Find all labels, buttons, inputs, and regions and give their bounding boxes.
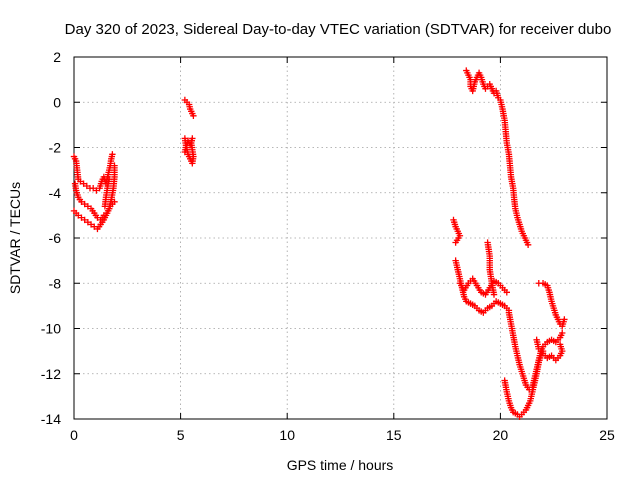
data-point bbox=[181, 148, 189, 156]
data-point bbox=[109, 151, 116, 158]
y-axis-label: SDTVAR / TECUs bbox=[7, 182, 23, 294]
y-tick-label: -10 bbox=[41, 321, 61, 337]
x-axis-label: GPS time / hours bbox=[287, 457, 394, 473]
data-point bbox=[452, 239, 459, 246]
y-tick-label: 0 bbox=[53, 94, 61, 110]
y-tick-label: -2 bbox=[49, 140, 62, 156]
y-tick-label: -8 bbox=[49, 275, 62, 291]
y-tick-label: 2 bbox=[53, 49, 61, 65]
x-tick-label: 10 bbox=[279, 427, 295, 443]
y-tick-label: -6 bbox=[49, 230, 62, 246]
y-tick-label: -4 bbox=[49, 185, 62, 201]
data-point bbox=[111, 162, 118, 169]
grid-lines bbox=[74, 57, 607, 419]
data-point bbox=[105, 175, 113, 183]
y-tick-label: -12 bbox=[41, 366, 61, 382]
data-point bbox=[524, 241, 532, 248]
x-tick-label: 20 bbox=[493, 427, 509, 443]
x-tick-label: 15 bbox=[386, 427, 402, 443]
data-point bbox=[503, 289, 510, 296]
data-point bbox=[556, 341, 564, 348]
x-tick-label: 25 bbox=[599, 427, 615, 443]
data-point bbox=[190, 112, 197, 120]
y-tick-label: -14 bbox=[41, 411, 61, 427]
data-series-sdtvar bbox=[70, 67, 568, 420]
chart-title: Day 320 of 2023, Sidereal Day-to-day VTE… bbox=[65, 21, 612, 38]
y-tick-labels: 2 0 -2 -4 -6 -8 -10 -12 -14 bbox=[41, 49, 61, 427]
x-tick-label: 5 bbox=[177, 427, 185, 443]
data-point bbox=[559, 329, 566, 337]
x-tick-labels: 0 5 10 15 20 25 bbox=[70, 427, 615, 443]
data-point bbox=[561, 316, 568, 323]
x-tick-label: 0 bbox=[70, 427, 78, 443]
data-point bbox=[490, 291, 498, 298]
